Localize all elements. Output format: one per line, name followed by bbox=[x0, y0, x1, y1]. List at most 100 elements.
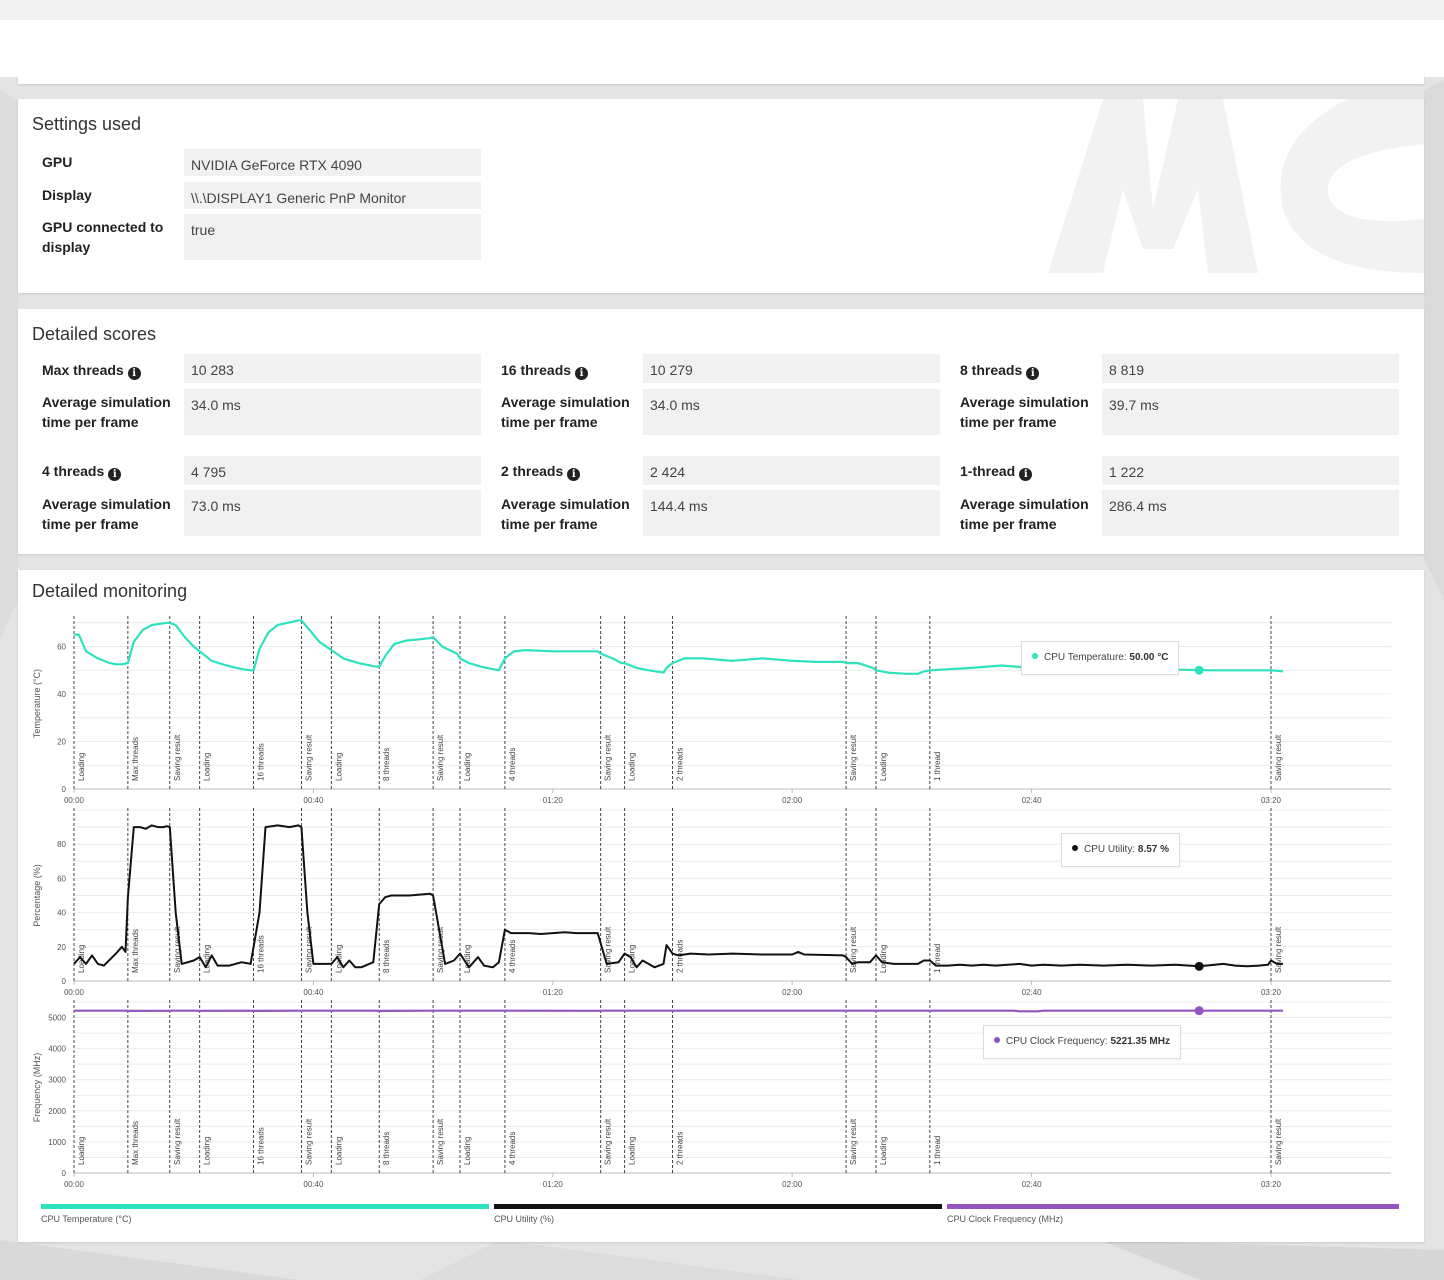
avg-sim-label: Average simulation time per frame bbox=[960, 496, 1089, 532]
score-value-1-thread: 1 222 bbox=[1102, 456, 1399, 485]
cpu-temperature-tooltip: CPU Temperature: 50.00 °C bbox=[1021, 641, 1180, 675]
phase-marker-label: Saving result bbox=[173, 1118, 182, 1165]
monitoring-charts[interactable]: 0 20 40 60 00:00 00:40 01:20 02:00 02:40 03:20 Tem… bbox=[18, 570, 1424, 1242]
settings-title: Settings used bbox=[32, 114, 142, 134]
avg-sim-label: Average simulation time per frame bbox=[501, 394, 630, 430]
tooltip-dot bbox=[1032, 653, 1038, 659]
x-tick-label: 03:20 bbox=[1261, 988, 1282, 997]
settings-label-gpu: GPU bbox=[42, 154, 73, 170]
phase-marker-label: Saving result bbox=[1274, 734, 1283, 781]
x-tick-label: 02:40 bbox=[1022, 988, 1043, 997]
browser-top-strip bbox=[0, 0, 1444, 20]
score-label-2-threads: 2 threads i bbox=[501, 461, 641, 481]
y-tick-label: 4000 bbox=[48, 1045, 66, 1054]
score-label-8-threads: 8 threads i bbox=[960, 360, 1100, 380]
phase-marker-label: Saving result bbox=[1274, 1118, 1283, 1165]
phase-marker-label: Saving result bbox=[436, 926, 445, 973]
legend-bar-temperature[interactable] bbox=[41, 1204, 489, 1209]
x-tick-label: 01:20 bbox=[543, 796, 564, 805]
info-icon[interactable]: i bbox=[127, 367, 141, 380]
info-icon[interactable]: i bbox=[575, 367, 589, 380]
phase-marker-label: Saving result bbox=[849, 734, 858, 781]
phase-marker-label: Saving result bbox=[849, 1118, 858, 1165]
chart-panel-0: 0 20 40 60 00:00 00:40 01:20 02:00 02:40 03:20 Tem… bbox=[32, 616, 1391, 805]
phase-marker-label: Loading bbox=[77, 753, 86, 781]
phase-marker-label: Saving result bbox=[849, 926, 858, 973]
phase-marker-label: Loading bbox=[203, 1137, 212, 1165]
y-tick-label: 40 bbox=[57, 909, 66, 918]
y-axis-label: Percentage (%) bbox=[32, 864, 42, 927]
y-tick-label: 60 bbox=[57, 643, 66, 652]
legend-label-utility: CPU Utility (%) bbox=[494, 1214, 554, 1224]
phase-marker-label: Max threads bbox=[131, 1121, 140, 1165]
y-axis-label: Temperature (°C) bbox=[32, 669, 42, 738]
x-tick-label: 02:40 bbox=[1022, 796, 1043, 805]
avg-sim-value: 286.4 ms bbox=[1102, 490, 1399, 536]
avg-sim-label: Average simulation time per frame bbox=[42, 394, 171, 430]
score-value-8-threads: 8 819 bbox=[1102, 354, 1399, 383]
monitoring-title: Detailed monitoring bbox=[32, 581, 188, 601]
info-icon[interactable]: i bbox=[567, 468, 581, 481]
score-label-1-thread: 1-thread i bbox=[960, 461, 1100, 481]
phase-marker-label: Loading bbox=[334, 753, 343, 781]
y-tick-label: 20 bbox=[57, 738, 66, 747]
y-tick-label: 60 bbox=[57, 874, 66, 883]
score-value-max-threads: 10 283 bbox=[184, 354, 481, 383]
x-tick-label: 00:00 bbox=[64, 796, 85, 805]
info-icon[interactable]: i bbox=[1026, 367, 1040, 380]
legend-bar-frequency[interactable] bbox=[947, 1204, 1399, 1209]
phase-marker-label: 16 threads bbox=[257, 1127, 266, 1165]
phase-marker-label: Saving result bbox=[173, 926, 182, 973]
phase-marker-label: 8 threads bbox=[382, 748, 391, 781]
phase-marker-label: Loading bbox=[879, 1137, 888, 1165]
y-tick-label: 0 bbox=[62, 1169, 67, 1178]
tooltip-dot bbox=[994, 1037, 1000, 1043]
chart-panel-2: 0 1000 2000 3000 4000 5000 00:00 00:40 01:20 02:0… bbox=[32, 1000, 1391, 1189]
tooltip-dot bbox=[1072, 845, 1078, 851]
monitoring-card: Detailed monitoring 0 20 40 60 00:00 00:40 01:… bbox=[18, 570, 1424, 1242]
x-tick-label: 01:20 bbox=[543, 1180, 564, 1189]
phase-marker-label: Saving result bbox=[173, 734, 182, 781]
y-tick-label: 80 bbox=[57, 840, 66, 849]
y-tick-label: 1000 bbox=[48, 1138, 66, 1147]
info-icon[interactable]: i bbox=[1019, 468, 1033, 481]
score-value-2-threads: 2 424 bbox=[643, 456, 940, 485]
phase-marker-label: Max threads bbox=[131, 929, 140, 973]
avg-sim-value: 39.7 ms bbox=[1102, 389, 1399, 435]
x-tick-label: 00:00 bbox=[64, 1180, 85, 1189]
phase-marker-label: 2 threads bbox=[676, 940, 685, 973]
avg-sim-label: Average simulation time per frame bbox=[42, 496, 171, 532]
phase-marker-label: 1 thread bbox=[933, 752, 942, 781]
x-tick-label: 02:00 bbox=[782, 796, 803, 805]
phase-marker-label: Saving result bbox=[304, 1118, 313, 1165]
phase-marker-label: Loading bbox=[879, 753, 888, 781]
score-label-max-threads: Max threads i bbox=[42, 360, 182, 380]
settings-label-display: Display bbox=[42, 187, 92, 203]
phase-marker-label: 2 threads bbox=[676, 748, 685, 781]
phase-marker-label: Loading bbox=[628, 1137, 637, 1165]
cpu-clock-tooltip: CPU Clock Frequency: 5221.35 MHz bbox=[983, 1025, 1181, 1059]
settings-value-gpu-connected: true bbox=[184, 214, 481, 260]
x-tick-label: 00:40 bbox=[303, 988, 324, 997]
x-tick-label: 03:20 bbox=[1261, 1180, 1282, 1189]
avg-sim-label: Average simulation time per frame bbox=[960, 394, 1089, 430]
scores-title: Detailed scores bbox=[32, 324, 157, 344]
score-label-4-threads: 4 threads i bbox=[42, 461, 182, 481]
phase-marker-label: Loading bbox=[463, 1137, 472, 1165]
phase-marker-label: 2 threads bbox=[676, 1132, 685, 1165]
phase-marker-label: Loading bbox=[463, 753, 472, 781]
series-line bbox=[74, 1009, 1283, 1013]
avg-sim-value: 34.0 ms bbox=[643, 389, 940, 435]
x-tick-label: 02:00 bbox=[782, 1180, 803, 1189]
phase-marker-label: 8 threads bbox=[382, 940, 391, 973]
legend-bar-utility[interactable] bbox=[494, 1204, 942, 1209]
x-tick-label: 01:20 bbox=[543, 988, 564, 997]
hover-point bbox=[1194, 961, 1204, 971]
info-icon[interactable]: i bbox=[108, 468, 122, 481]
avg-sim-value: 34.0 ms bbox=[184, 389, 481, 435]
series-line bbox=[73, 824, 1283, 969]
phase-marker-label: Loading bbox=[463, 945, 472, 973]
phase-marker-label: Max threads bbox=[131, 737, 140, 781]
avg-sim-label: Average simulation time per frame bbox=[501, 496, 630, 532]
phase-marker-label: 8 threads bbox=[382, 1132, 391, 1165]
